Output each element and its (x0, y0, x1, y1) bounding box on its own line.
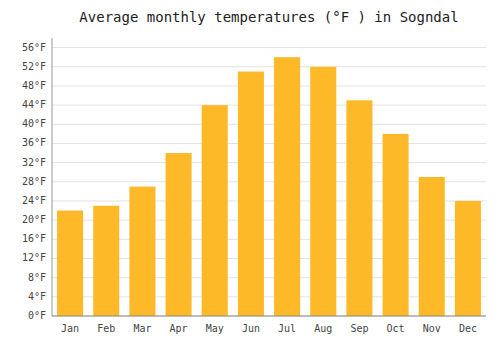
y-tick-labels: 0°F 4°F 8°F 12°F 16°F 20°F 24°F 28°F 32°F 36°F 40°… (22, 42, 46, 321)
y-tick-label: 20°F (22, 214, 46, 225)
x-tick-label: Feb (97, 323, 115, 334)
y-tick-label: 44°F (22, 99, 46, 110)
bar (346, 100, 372, 316)
y-tick-label: 8°F (28, 272, 46, 283)
bar (238, 72, 264, 316)
y-axis-line (52, 38, 53, 316)
y-tick-label: 32°F (22, 157, 46, 168)
y-tick-label: 16°F (22, 233, 46, 244)
y-tick-label: 52°F (22, 61, 46, 72)
x-tick-label: Jan (61, 323, 79, 334)
x-tick-label: Oct (387, 323, 405, 334)
y-grid (52, 48, 486, 316)
x-tick-label: Apr (170, 323, 188, 334)
y-tick-label: 4°F (28, 291, 46, 302)
x-tick-label: Nov (423, 323, 441, 334)
bar (383, 134, 409, 316)
x-tick-label: Sep (350, 323, 368, 334)
y-tick-label: 24°F (22, 195, 46, 206)
bar (419, 177, 445, 316)
chart-container: Average monthly temperatures (°F ) in So… (0, 0, 500, 350)
x-tick-label: Mar (133, 323, 151, 334)
x-tick-label: Aug (314, 323, 332, 334)
x-tick-labels: Jan Feb Mar Apr May Jun Jul Aug Sep Oct Nov Dec (61, 323, 477, 334)
bar (57, 211, 83, 316)
bar (274, 57, 300, 316)
y-tick-label: 40°F (22, 118, 46, 129)
x-tick-label: Dec (459, 323, 477, 334)
y-tick-label: 12°F (22, 252, 46, 263)
grid-line (52, 85, 486, 86)
y-tick-label: 48°F (22, 80, 46, 91)
x-axis-line (52, 316, 486, 317)
page: {"chart_data": {"type": "bar", "title": … (0, 0, 500, 350)
y-tick-label: 28°F (22, 176, 46, 187)
bar (93, 206, 119, 316)
bars (57, 57, 481, 316)
grid-line (52, 124, 486, 125)
y-tick-label: 56°F (22, 42, 46, 53)
grid-line (52, 105, 486, 106)
bar (129, 187, 155, 316)
x-tick-label: Jun (242, 323, 260, 334)
x-tick-label: Jul (278, 323, 296, 334)
grid-line (52, 162, 486, 163)
bar (202, 105, 228, 316)
chart-svg: Average monthly temperatures (°F ) in So… (0, 0, 500, 350)
bar (455, 201, 481, 316)
grid-line (52, 143, 486, 144)
x-tick-label: May (206, 323, 224, 334)
bar (310, 67, 336, 316)
chart-title: Average monthly temperatures (°F ) in So… (79, 9, 458, 25)
grid-line (52, 47, 486, 48)
bar (166, 153, 192, 316)
grid-line (52, 66, 486, 67)
y-tick-label: 36°F (22, 137, 46, 148)
grid-line (52, 316, 486, 317)
y-tick-label: 0°F (28, 310, 46, 321)
